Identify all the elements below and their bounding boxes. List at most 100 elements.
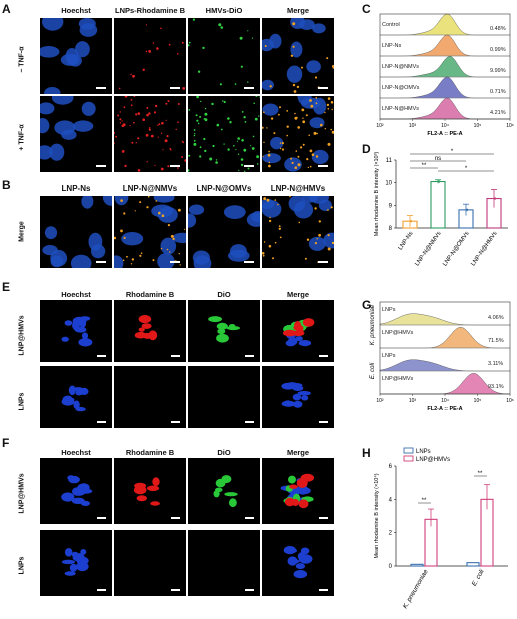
x-tick-label: 10⁵ [474, 123, 482, 129]
sig-label-0: ** [422, 498, 427, 504]
scale-bar [318, 165, 328, 167]
data-point-1 [437, 180, 441, 183]
series-percent-1: 71.5% [488, 338, 504, 344]
micrograph-tile [188, 458, 260, 524]
scale-bar [319, 517, 328, 519]
scale-bar [97, 421, 106, 423]
col-header-hoechst: Hoechst [61, 6, 91, 15]
legend-label-0: LNPs [416, 449, 431, 455]
panel-label-a: A [2, 2, 11, 16]
y-tick-label: 9 [389, 203, 393, 209]
x-tick-label: 10² [376, 123, 384, 129]
micrograph-tile [262, 196, 334, 268]
micrograph-tile [188, 366, 260, 428]
micrograph-tile [40, 366, 112, 428]
col-header-f-hoechst: Hoechst [61, 448, 91, 457]
bar-0-0 [410, 563, 424, 567]
bar-1-1 [480, 498, 494, 567]
scale-bar [319, 589, 328, 591]
sig-label-2: ** [422, 163, 427, 169]
y-axis-label: Mean rhodamine B intensity (×10⁴) [373, 473, 380, 558]
scale-bar [318, 261, 328, 263]
scale-bar [170, 87, 180, 89]
micrograph-tile [262, 458, 334, 524]
micrograph-tile [188, 196, 260, 268]
x-tick-label: 10⁶ [506, 123, 514, 129]
x-tick-label-1: LNP-N@NMVs [415, 231, 443, 268]
panel-label-f: F [2, 436, 10, 450]
micrograph-tile [40, 300, 112, 362]
row-label-minus-tnf: – TNF-α [18, 46, 26, 73]
data-point-2 [465, 208, 469, 212]
scale-bar [97, 355, 106, 357]
scale-bar [318, 87, 328, 89]
scale-bar [171, 517, 180, 519]
scale-bar [319, 421, 328, 423]
panel-label-c: C [362, 2, 371, 16]
scale-bar [96, 87, 106, 89]
micrograph-tile [114, 96, 186, 172]
panel-label-d: D [362, 142, 371, 156]
scale-bar [170, 165, 180, 167]
micrograph-tile [114, 196, 186, 268]
y-tick-label: 2 [389, 531, 393, 537]
y-tick-label: 10 [385, 181, 392, 187]
micrograph-tile [40, 96, 112, 172]
data-point-3 [493, 197, 497, 200]
y-tick-label: 6 [389, 464, 393, 470]
micrograph-tile [188, 18, 260, 94]
col-header-dio: HMVs-DiO [205, 6, 243, 15]
sig-label-0: * [451, 149, 454, 155]
micrograph-tile [40, 18, 112, 94]
panel-label-h: H [362, 446, 371, 460]
flow-histogram-g: LNPs 4.06% LNP@HMVs 71.5% LNPs 3.11% LNP@HMVs 9… [370, 301, 514, 412]
sig-label-1: ** [478, 471, 483, 477]
scale-bar [171, 421, 180, 423]
series-label-0: Control [382, 22, 400, 28]
sig-label-1: ns [435, 156, 441, 162]
series-percent-3: 93.1% [488, 384, 504, 390]
x-tick-label: 10³ [409, 398, 417, 404]
series-label-1: LNP@HMVs [382, 330, 414, 336]
col-header-merge: Merge [286, 6, 310, 15]
sig-label-3: * [465, 166, 468, 172]
x-tick-label: 10³ [409, 123, 417, 129]
micrograph-tile [114, 530, 186, 596]
series-percent-1: 0.99% [490, 47, 506, 53]
scale-bar [245, 421, 254, 423]
scale-bar [96, 165, 106, 167]
row-label-e-lnp-hmvs: LNP@HMVs [18, 315, 26, 356]
series-percent-2: 3.11% [488, 361, 503, 367]
scale-bar [97, 589, 106, 591]
bar-chart-h: 0 2 4 6 Mean rhodamine B intensity (×10⁴) LNP… [373, 447, 508, 610]
x-tick-label-0: LNP-Ns [398, 231, 415, 252]
col-header-e-rhodamine: Rhodamine B [125, 290, 175, 299]
series-label-0: LNPs [382, 307, 396, 313]
y-tick-label: 11 [386, 158, 393, 164]
row-label-f-lnps: LNPs [18, 556, 26, 575]
data-point-0 [409, 220, 413, 223]
x-tick-label: 10⁴ [441, 123, 449, 129]
group-label-1: E. coli [370, 362, 376, 379]
micrograph-tile [114, 366, 186, 428]
series-label-1: LNP-Ns [382, 43, 402, 49]
x-tick-label: 10² [376, 398, 384, 404]
col-header-rhodamine: LNPs-Rhodamine B [114, 6, 185, 15]
col-header-f-merge: Merge [286, 448, 310, 457]
micrograph-tile [188, 300, 260, 362]
y-tick-label: 4 [389, 497, 393, 503]
series-percent-0: 4.06% [488, 315, 504, 321]
x-tick-label: 10⁵ [474, 398, 482, 404]
x-tick-label-2: LNP-N@OMVs [442, 231, 470, 268]
col-header-lnp-n-hmvs: LNP-N@HMVs [270, 184, 326, 193]
col-header-lnp-n-nmvs: LNP-N@NMVs [122, 184, 178, 193]
col-header-lnp-ns: LNP-Ns [61, 184, 91, 193]
legend-swatch-1 [403, 455, 414, 462]
col-header-e-dio: DiO [217, 290, 231, 299]
scale-bar [244, 87, 254, 89]
panel-label-b: B [2, 178, 11, 192]
scale-bar [171, 355, 180, 357]
scale-bar [245, 589, 254, 591]
col-header-lnp-n-omvs: LNP-N@OMVs [196, 184, 252, 193]
x-axis-label: FL2-A :: PE-A [427, 406, 462, 412]
